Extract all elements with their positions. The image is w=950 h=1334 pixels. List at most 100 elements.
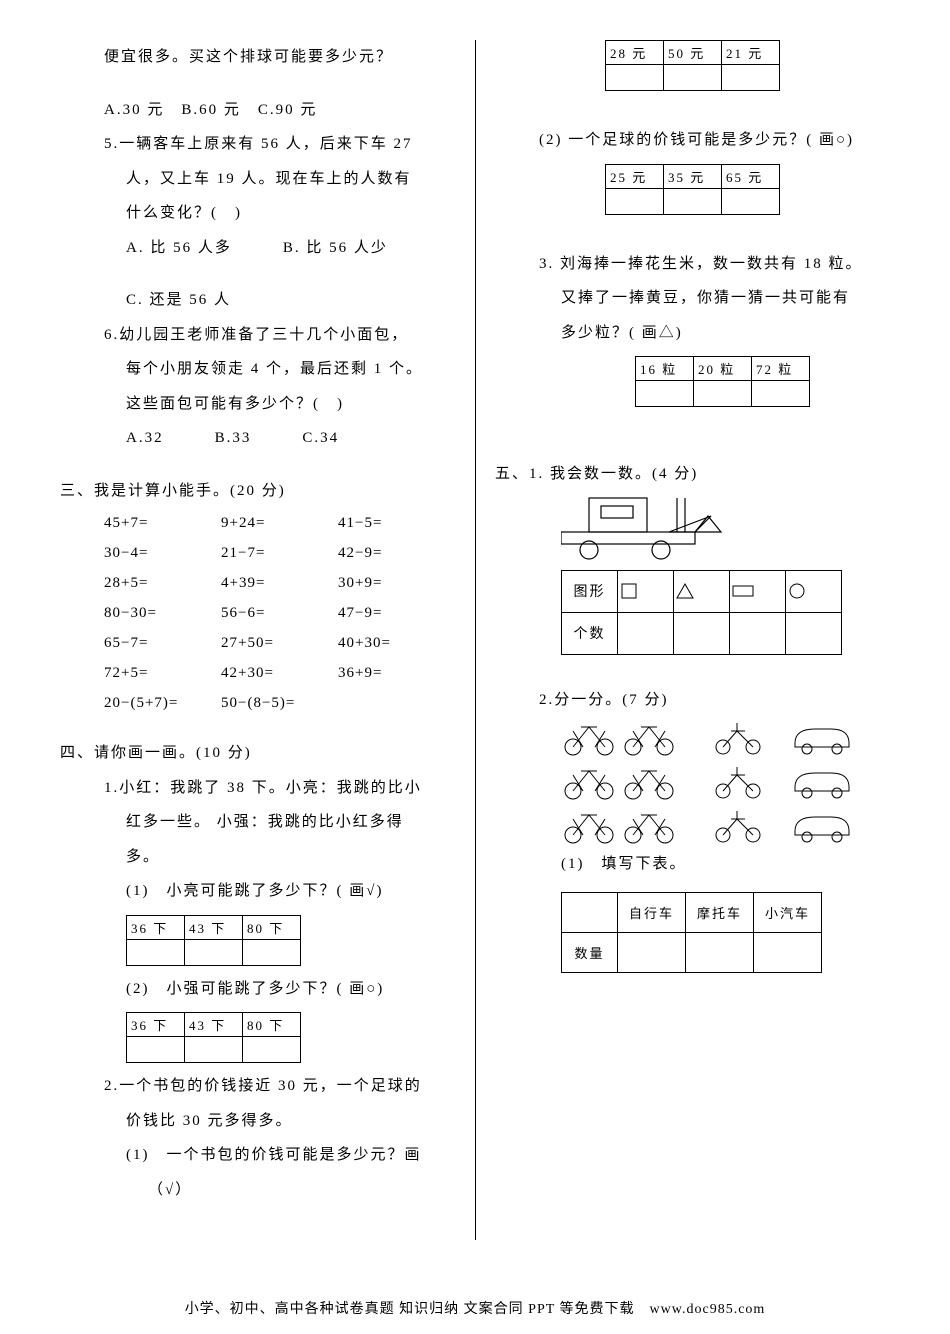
table-header: 图形 xyxy=(562,570,618,612)
calc-cell: 80−30= xyxy=(104,598,221,628)
q6-opts: A.32 B.33 C.34 xyxy=(60,421,455,456)
table-row: 16 粒 20 粒 72 粒 xyxy=(636,357,810,381)
q4-options: A.30 元 B.60 元 C.90 元 xyxy=(60,93,455,128)
q5-line1: 5.一辆客车上原来有 56 人，后来下车 27 xyxy=(60,127,455,162)
vehicle-grid xyxy=(495,717,890,847)
table-header: 小汽车 xyxy=(754,892,822,932)
table-cell: 35 元 xyxy=(664,164,722,188)
q4-3-l2: 又捧了一捧黄豆，你猜一猜一共可能有 xyxy=(495,281,890,316)
shape-diagram xyxy=(495,492,890,560)
spacer xyxy=(60,718,455,736)
calc-cell: 28+5= xyxy=(104,568,221,598)
q5-2-sub1: (1) 填写下表。 xyxy=(495,847,890,882)
shape-triangle-icon xyxy=(674,570,730,612)
table-cell: 43 下 xyxy=(185,1013,243,1037)
q4-1-l1: 1.小红：我跳了 38 下。小亮：我跳的比小 xyxy=(60,771,455,806)
q4-2-sub1a: (1) 一个书包的价钱可能是多少元？画 xyxy=(60,1138,455,1173)
bag-price-table: 28 元 50 元 21 元 xyxy=(605,40,780,91)
table-cell: 36 下 xyxy=(127,915,185,939)
shape-count-table: 图形 个数 xyxy=(561,570,842,655)
table-header: 摩托车 xyxy=(686,892,754,932)
ball-price-table: 25 元 35 元 65 元 xyxy=(605,164,780,215)
table-cell: 21 元 xyxy=(722,41,780,65)
calc-cell: 65−7= xyxy=(104,628,221,658)
calc-cell: 9+24= xyxy=(221,508,338,538)
table-header: 数量 xyxy=(562,932,618,972)
spacer xyxy=(60,1207,455,1225)
table-cell: 43 下 xyxy=(185,915,243,939)
q5-line2: 人，又上车 19 人。现在车上的人数有 xyxy=(60,162,455,197)
table-cell: 20 粒 xyxy=(694,357,752,381)
q4-2-l1: 2.一个书包的价钱接近 30 元，一个足球的 xyxy=(60,1069,455,1104)
page-footer: 小学、初中、高中各种试卷真题 知识归纳 文案合同 PPT 等免费下载 www.d… xyxy=(0,1298,950,1318)
table-cell: 25 元 xyxy=(606,164,664,188)
shape-square-icon xyxy=(618,570,674,612)
table-cell: 16 粒 xyxy=(636,357,694,381)
calc-cell: 50−(8−5)= xyxy=(221,688,338,718)
q4-2-sub1b: （√） xyxy=(60,1173,455,1208)
q5-opts1: A. 比 56 人多 B. 比 56 人少 xyxy=(60,231,455,266)
table-row: 36 下 43 下 80 下 xyxy=(127,1013,301,1037)
vehicle-count-table: 自行车 摩托车 小汽车 数量 xyxy=(561,892,822,973)
calc-cell: 4+39= xyxy=(221,568,338,598)
calc-cell: 20−(5+7)= xyxy=(104,688,221,718)
calc-cell: 30−4= xyxy=(104,538,221,568)
spacer xyxy=(495,439,890,457)
table-cell: 72 粒 xyxy=(752,357,810,381)
calc-cell: 45+7= xyxy=(104,508,221,538)
calc-cell: 42+30= xyxy=(221,658,338,688)
calc-cell: 30+9= xyxy=(338,568,455,598)
section-5-2-title: 2.分一分。(7 分) xyxy=(495,683,890,718)
table-row: 25 元 35 元 65 元 xyxy=(606,164,780,188)
spacer xyxy=(60,456,455,474)
calc-cell: 72+5= xyxy=(104,658,221,688)
table-cell: 80 下 xyxy=(243,915,301,939)
two-column-layout: 便宜很多。买这个排球可能要多少元？ A.30 元 B.60 元 C.90 元 5… xyxy=(60,40,890,1240)
table-row: 个数 xyxy=(562,612,842,654)
calc-cell: 40+30= xyxy=(338,628,455,658)
page: 便宜很多。买这个排球可能要多少元？ A.30 元 B.60 元 C.90 元 5… xyxy=(0,0,950,1334)
calc-row: 45+7=9+24=41−5= xyxy=(60,508,455,538)
calc-cell xyxy=(338,688,455,718)
table-header: 个数 xyxy=(562,612,618,654)
q4-3-l3: 多少粒？( 画△) xyxy=(495,316,890,351)
calc-row: 20−(5+7)=50−(8−5)= xyxy=(60,688,455,718)
calc-row: 72+5=42+30=36+9= xyxy=(60,658,455,688)
table-row xyxy=(606,188,780,214)
spacer xyxy=(495,229,890,247)
q4-1-sub2: (2) 小强可能跳了多少下？( 画○) xyxy=(60,972,455,1007)
shape-circle-icon xyxy=(786,570,842,612)
calc-row: 80−30=56−6=47−9= xyxy=(60,598,455,628)
q4-2-sub2: (2) 一个足球的价钱可能是多少元？( 画○) xyxy=(495,123,890,158)
section-5-1-title: 五、1. 我会数一数。(4 分) xyxy=(495,457,890,492)
table-row xyxy=(606,65,780,91)
q6-line1: 6.幼儿园王老师准备了三十几个小面包， xyxy=(60,318,455,353)
table-cell: 28 元 xyxy=(606,41,664,65)
table-row xyxy=(127,1037,301,1063)
q6-line2: 每个小朋友领走 4 个，最后还剩 1 个。 xyxy=(60,352,455,387)
table-header: 自行车 xyxy=(618,892,686,932)
table-row: 28 元 50 元 21 元 xyxy=(606,41,780,65)
calc-cell: 47−9= xyxy=(338,598,455,628)
calc-row: 30−4=21−7=42−9= xyxy=(60,538,455,568)
table-row: 图形 xyxy=(562,570,842,612)
calc-cell: 41−5= xyxy=(338,508,455,538)
table-row: 36 下 43 下 80 下 xyxy=(127,915,301,939)
calc-cell: 36+9= xyxy=(338,658,455,688)
spacer xyxy=(60,265,455,283)
table-cell: 36 下 xyxy=(127,1013,185,1037)
table-cell: 50 元 xyxy=(664,41,722,65)
q4-1-l3: 多。 xyxy=(60,840,455,875)
q-prev-tail: 便宜很多。买这个排球可能要多少元？ xyxy=(60,40,455,75)
spacer xyxy=(495,421,890,439)
q4-1-sub1: (1) 小亮可能跳了多少下？( 画√) xyxy=(60,874,455,909)
calc-row: 28+5=4+39=30+9= xyxy=(60,568,455,598)
calc-block: 45+7=9+24=41−5= 30−4=21−7=42−9= 28+5=4+3… xyxy=(60,508,455,718)
table-cell: 80 下 xyxy=(243,1013,301,1037)
q6-line3: 这些面包可能有多少个？( ) xyxy=(60,387,455,422)
q4-3-l1: 3. 刘海捧一捧花生米，数一数共有 18 粒。 xyxy=(495,247,890,282)
jump-table-2: 36 下 43 下 80 下 xyxy=(126,1012,301,1063)
table-cell: 65 元 xyxy=(722,164,780,188)
calc-cell: 56−6= xyxy=(221,598,338,628)
table-row: 自行车 摩托车 小汽车 xyxy=(562,892,822,932)
